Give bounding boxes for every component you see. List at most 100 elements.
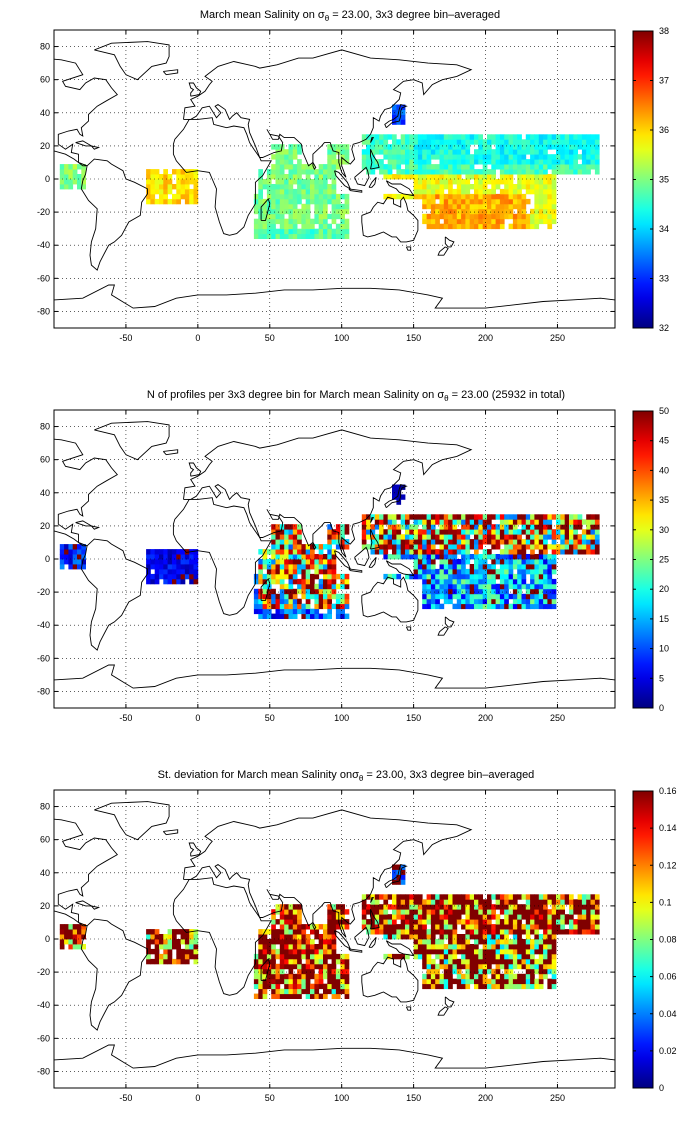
- heatmap-cell: [150, 929, 156, 935]
- heatmap-cell: [392, 899, 397, 905]
- heatmap-cell: [504, 549, 509, 555]
- heatmap-cell: [154, 554, 160, 560]
- heatmap-cell: [383, 539, 389, 545]
- heatmap-cell: [435, 213, 440, 220]
- heatmap-cell: [331, 948, 337, 955]
- heatmap-cell: [297, 958, 302, 965]
- heatmap-cell: [323, 573, 328, 580]
- heatmap-cell: [469, 159, 475, 165]
- heatmap-cell: [461, 549, 466, 555]
- heatmap-cell: [422, 958, 427, 965]
- heatmap-cell: [517, 583, 522, 590]
- heatmap-cell: [461, 544, 466, 550]
- heatmap-cell: [331, 593, 337, 600]
- heatmap-cell: [193, 934, 199, 940]
- heatmap-cell: [491, 958, 496, 965]
- heatmap-cell: [517, 159, 522, 165]
- heatmap-cell: [504, 208, 509, 215]
- heatmap-cell: [461, 524, 466, 530]
- heatmap-cell: [271, 154, 276, 160]
- heatmap-cell: [469, 223, 475, 230]
- heatmap-cell: [284, 924, 289, 930]
- heatmap-cell: [430, 939, 436, 945]
- heatmap-cell: [469, 583, 475, 590]
- heatmap-cell: [525, 164, 531, 170]
- heatmap-cell: [422, 948, 427, 955]
- heatmap-cell: [271, 613, 276, 619]
- heatmap-cell: [413, 519, 419, 525]
- heatmap-cell: [409, 919, 414, 925]
- heatmap-cell: [172, 554, 177, 560]
- heatmap-cell: [279, 233, 285, 239]
- heatmap-cell: [538, 598, 544, 605]
- heatmap-cell: [284, 963, 289, 970]
- heatmap-cell: [538, 174, 544, 180]
- heatmap-cell: [469, 968, 475, 975]
- heatmap-cell: [573, 929, 578, 935]
- heatmap-cell: [452, 549, 458, 555]
- heatmap-cell: [430, 934, 436, 940]
- heatmap-cell: [150, 958, 156, 965]
- heatmap-cell: [465, 919, 471, 925]
- heatmap-cell: [525, 149, 531, 155]
- heatmap-cell: [77, 939, 82, 945]
- heatmap-cell: [469, 598, 475, 605]
- heatmap-cell: [525, 139, 531, 145]
- heatmap-cell: [487, 963, 492, 970]
- heatmap-cell: [569, 524, 574, 530]
- heatmap-cell: [439, 534, 445, 540]
- heatmap-cell: [271, 944, 276, 950]
- heatmap-cell: [439, 134, 445, 140]
- heatmap-cell: [275, 983, 281, 990]
- heatmap-cell: [387, 193, 393, 200]
- heatmap-cell: [478, 983, 483, 990]
- heatmap-cell: [163, 568, 168, 575]
- heatmap-cell: [482, 213, 488, 220]
- heatmap-cell: [499, 983, 505, 990]
- heatmap-cell: [504, 179, 509, 185]
- heatmap-cell: [499, 208, 505, 215]
- heatmap-cell: [512, 519, 518, 525]
- heatmap-cell: [499, 134, 505, 140]
- heatmap-cell: [292, 213, 298, 220]
- heatmap-cell: [543, 904, 548, 910]
- heatmap-cell: [340, 963, 345, 970]
- heatmap-cell: [396, 144, 402, 150]
- heatmap-cell: [172, 958, 177, 965]
- heatmap-cell: [439, 983, 445, 990]
- heatmap-cell: [586, 524, 591, 530]
- heatmap-cell: [167, 188, 173, 195]
- heatmap-cell: [439, 174, 445, 180]
- heatmap-cell: [392, 544, 397, 550]
- heatmap-cell: [538, 539, 544, 545]
- heatmap-cell: [400, 894, 406, 900]
- heatmap-cell: [590, 134, 596, 140]
- heatmap-cell: [564, 899, 570, 905]
- heatmap-cell: [59, 554, 65, 560]
- heatmap-cell: [495, 919, 501, 925]
- heatmap-cell: [556, 529, 561, 535]
- heatmap-cell: [512, 164, 518, 170]
- heatmap-cell: [547, 929, 553, 935]
- heatmap-cell: [77, 924, 82, 930]
- heatmap-cell: [538, 184, 544, 190]
- heatmap-cell: [258, 939, 263, 945]
- heatmap-cell: [301, 939, 307, 945]
- coastline-segment: [361, 956, 419, 1003]
- heatmap-cell: [469, 539, 475, 545]
- heatmap-cell: [594, 899, 600, 905]
- heatmap-cell: [482, 154, 488, 160]
- heatmap-cell: [176, 953, 181, 960]
- heatmap-cell: [456, 174, 462, 180]
- heatmap-cell: [530, 154, 535, 160]
- heatmap-cell: [396, 484, 402, 490]
- heatmap-cell: [405, 909, 410, 915]
- heatmap-cell: [456, 978, 462, 985]
- heatmap-cell: [512, 134, 518, 140]
- heatmap-cell: [530, 144, 535, 150]
- heatmap-cell: [176, 944, 181, 950]
- heatmap-cell: [495, 544, 501, 550]
- heatmap-cell: [517, 139, 522, 145]
- heatmap-cell: [258, 934, 263, 940]
- heatmap-cell: [292, 198, 298, 205]
